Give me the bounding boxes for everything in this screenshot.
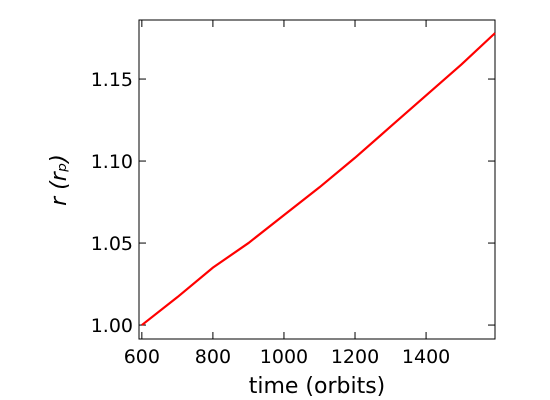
x-tick-label: 800	[195, 346, 231, 368]
y-tick-label: 1.15	[91, 69, 133, 91]
y-tick-label: 1.10	[91, 151, 133, 173]
y-tick-label: 1.00	[91, 315, 133, 337]
x-tick-label: 1200	[331, 346, 379, 368]
y-axis-label: r (rₚ)	[47, 154, 72, 206]
line-series	[141, 32, 496, 326]
axes-frame	[138, 19, 496, 340]
y-tick-label: 1.05	[91, 233, 133, 255]
x-tick-label: 1400	[402, 346, 450, 368]
x-axis-label: time (orbits)	[249, 374, 386, 399]
x-tick-label: 1000	[260, 346, 308, 368]
x-tick-label: 600	[124, 346, 160, 368]
